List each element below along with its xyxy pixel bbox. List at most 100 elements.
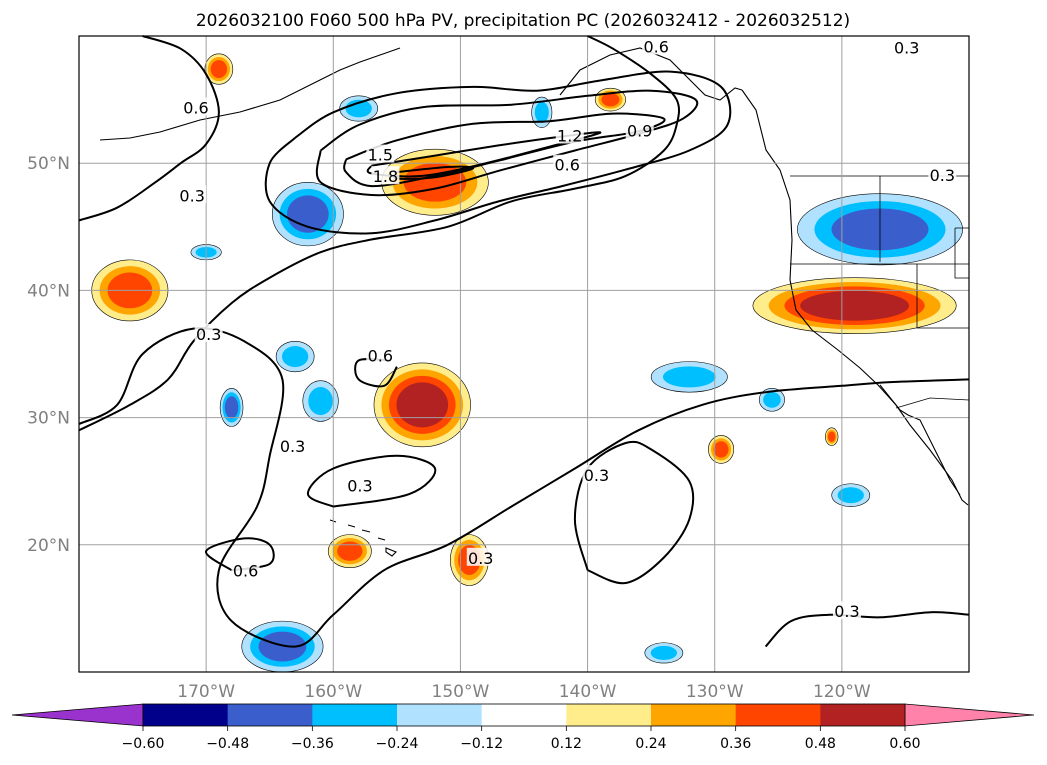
pv-contour-line	[315, 89, 699, 197]
lat-tick-label: 20°N	[27, 536, 70, 556]
contour-label-bg	[555, 125, 584, 144]
precip-level-ring	[827, 431, 836, 442]
contour-label: 1.8	[371, 166, 400, 186]
contour-label-text: 0.6	[183, 99, 208, 118]
aleutian-islands	[99, 47, 401, 141]
pv-contour-line	[78, 35, 220, 222]
colorbar-segment	[735, 704, 821, 726]
colorbar-frame	[142, 703, 906, 727]
colorbar-tick-label: 0.60	[889, 736, 920, 752]
map-plot-area: 0.6 0.3 1.5 1.8 1.2 0.9 0.6 0.3 0.6 0.3 0.3 0.6 0.3 0…	[78, 35, 970, 673]
precip-anomaly-blob	[752, 277, 957, 334]
precip-anomaly-blob	[644, 642, 684, 664]
contour-label-bg	[345, 475, 374, 494]
contour-label-text: 0.6	[233, 562, 258, 581]
precip-level-ring	[713, 441, 729, 458]
colorbar-segment	[143, 704, 229, 726]
pv-contour-line	[205, 537, 275, 572]
contour-label-text: 0.6	[555, 156, 580, 175]
contour-label-text: 0.6	[644, 37, 669, 56]
lon-tick-label: 140°W	[559, 682, 617, 702]
lon-tick-label: 120°W	[813, 682, 871, 702]
contour-label-bg	[194, 323, 223, 342]
colorbar-segment	[397, 704, 483, 726]
colorbar-segment	[312, 704, 398, 726]
colorbar-tick-label: −0.48	[206, 736, 249, 752]
precip-anomaly-blob	[531, 96, 553, 128]
contour-label-bg	[181, 97, 210, 116]
precip-level-ring	[763, 391, 781, 408]
precip-level-ring	[224, 396, 239, 419]
lat-tick-label: 50°N	[27, 154, 70, 174]
lon-tick-label: 150°W	[432, 682, 490, 702]
precip-level-ring	[337, 541, 363, 561]
map-background	[79, 36, 969, 672]
contour-label: 0.6	[553, 154, 582, 175]
precip-level-ring	[258, 631, 307, 662]
contour-label: 0.6	[181, 97, 210, 118]
precip-level-ring	[650, 645, 678, 660]
contour-label-text: 0.3	[179, 186, 204, 205]
contour-label-bg	[625, 120, 654, 139]
contour-label-text: 0.3	[280, 437, 305, 456]
contour-label-bg	[366, 144, 395, 163]
contour-label-text: 0.3	[468, 549, 493, 568]
contour-label-bg	[366, 345, 395, 364]
precip-anomaly-blob	[825, 427, 839, 446]
map-axis-labels: 170°W 160°W 150°W 140°W 130°W 120°W 20°N 30°N 40…	[27, 154, 871, 702]
colorbar-segment	[651, 704, 737, 726]
precip-anomaly-blob	[219, 388, 244, 427]
state-borders	[790, 175, 970, 409]
pv-contours	[78, 35, 970, 648]
precip-level-ring	[837, 487, 864, 504]
contour-label-bg	[553, 154, 582, 173]
contour-label: 0.3	[278, 435, 307, 456]
pv-contour-line	[306, 454, 437, 508]
contour-label-text: 1.8	[373, 167, 398, 186]
contour-label: 0.3	[582, 465, 611, 485]
contour-label-text: 0.3	[196, 325, 221, 344]
precip-anomaly-blob	[302, 380, 339, 422]
colorbar-segment	[227, 704, 313, 726]
precip-level-ring	[396, 382, 449, 428]
contour-label: 0.6	[231, 560, 260, 581]
precip-level-ring	[308, 387, 333, 416]
contour-label: 0.6	[642, 36, 671, 56]
contour-label: 0.3	[194, 323, 223, 344]
contour-label-text: 0.3	[584, 466, 609, 485]
colorbar-tick-label: −0.60	[122, 736, 165, 752]
contour-label-text: 0.3	[894, 39, 919, 58]
precip-anomaly-blob	[327, 534, 372, 568]
contour-label-bg	[832, 601, 861, 620]
contour-label-bg	[371, 166, 400, 185]
contour-label: 1.2	[555, 125, 584, 145]
contour-label-bg	[231, 560, 260, 579]
contour-label: 0.3	[892, 37, 921, 58]
pv-contour-line	[78, 35, 680, 432]
contour-label: 0.3	[466, 547, 495, 568]
colorbar-segment	[566, 704, 652, 726]
precip-level-ring	[534, 101, 549, 123]
alaska-coastline	[559, 47, 743, 101]
colorbar: −0.60 −0.48 −0.36 −0.24 −0.12 0.12 0.24 0.36 0.4…	[11, 703, 1035, 752]
lat-tick-label: 40°N	[27, 281, 70, 301]
precip-anomaly-blob	[241, 620, 324, 673]
contour-label-text: 0.3	[347, 476, 372, 495]
pv-contour-line	[573, 440, 695, 585]
colorbar-tick-label: −0.36	[291, 736, 334, 752]
pv-contour-line	[264, 70, 732, 235]
colorbar-tick-label: 0.36	[720, 736, 751, 752]
pv-contour-line	[78, 327, 970, 648]
contour-label-bg	[892, 37, 921, 56]
precip-anomaly-blob	[204, 53, 234, 85]
colorbar-tick-label: −0.12	[460, 736, 503, 752]
contour-label-text: 1.2	[557, 126, 582, 145]
lat-tick-label: 30°N	[27, 409, 70, 429]
lon-tick-label: 130°W	[686, 682, 744, 702]
precip-level-ring	[662, 366, 716, 388]
pv-contour-labels: 0.6 0.3 1.5 1.8 1.2 0.9 0.6 0.3 0.6 0.3 0.3 0.6 0.3 0…	[178, 36, 957, 621]
colorbar-tick-label: 0.48	[805, 736, 836, 752]
contour-label: 0.3	[832, 601, 861, 621]
precip-anomaly-blob	[758, 388, 785, 412]
